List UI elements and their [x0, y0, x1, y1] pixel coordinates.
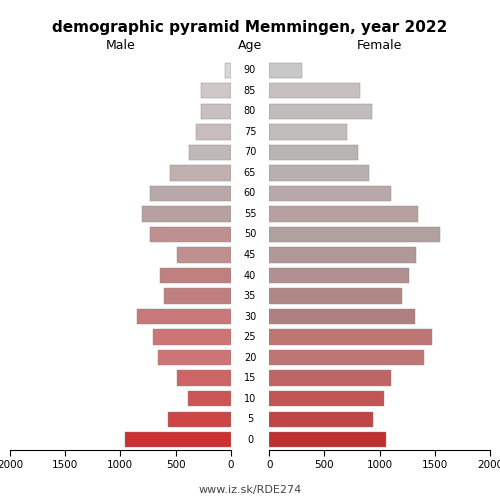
- Bar: [188, 391, 230, 406]
- Bar: [270, 309, 415, 324]
- Bar: [270, 124, 346, 140]
- Bar: [196, 124, 230, 140]
- Bar: [176, 370, 231, 386]
- Bar: [224, 62, 230, 78]
- Text: 75: 75: [244, 127, 256, 137]
- Bar: [154, 330, 230, 345]
- Bar: [125, 432, 230, 448]
- Bar: [158, 350, 230, 366]
- Text: Female: Female: [357, 39, 403, 52]
- Text: 5: 5: [247, 414, 253, 424]
- Bar: [270, 104, 372, 119]
- Bar: [270, 248, 416, 262]
- Text: 35: 35: [244, 291, 256, 301]
- Bar: [270, 144, 358, 160]
- Text: Male: Male: [106, 39, 135, 52]
- Text: 15: 15: [244, 373, 256, 383]
- Text: Age: Age: [238, 39, 262, 52]
- Bar: [270, 83, 360, 98]
- Bar: [270, 330, 432, 345]
- Bar: [150, 227, 230, 242]
- Text: 0: 0: [247, 434, 253, 444]
- Text: 60: 60: [244, 188, 256, 198]
- Text: 85: 85: [244, 86, 256, 96]
- Bar: [270, 227, 440, 242]
- Bar: [160, 268, 230, 283]
- Text: 55: 55: [244, 209, 256, 219]
- Text: www.iz.sk/RDE274: www.iz.sk/RDE274: [198, 485, 302, 495]
- Text: 45: 45: [244, 250, 256, 260]
- Text: 65: 65: [244, 168, 256, 178]
- Bar: [201, 104, 230, 119]
- Bar: [270, 268, 410, 283]
- Bar: [168, 412, 230, 427]
- Text: 70: 70: [244, 148, 256, 158]
- Bar: [270, 165, 368, 180]
- Text: 80: 80: [244, 106, 256, 117]
- Bar: [270, 412, 373, 427]
- Text: 20: 20: [244, 352, 256, 362]
- Bar: [150, 186, 230, 201]
- Bar: [270, 391, 384, 406]
- Text: 25: 25: [244, 332, 256, 342]
- Bar: [189, 144, 230, 160]
- Bar: [270, 206, 418, 222]
- Bar: [270, 288, 402, 304]
- Bar: [270, 350, 424, 366]
- Bar: [270, 62, 302, 78]
- Text: 90: 90: [244, 66, 256, 76]
- Bar: [142, 206, 231, 222]
- Bar: [270, 186, 390, 201]
- Bar: [176, 248, 231, 262]
- Text: 50: 50: [244, 230, 256, 239]
- Bar: [137, 309, 230, 324]
- Text: 40: 40: [244, 270, 256, 280]
- Bar: [201, 83, 230, 98]
- Text: 10: 10: [244, 394, 256, 404]
- Bar: [270, 370, 390, 386]
- Bar: [164, 288, 230, 304]
- Text: 30: 30: [244, 312, 256, 322]
- Bar: [270, 432, 386, 448]
- Text: demographic pyramid Memmingen, year 2022: demographic pyramid Memmingen, year 2022: [52, 20, 448, 35]
- Bar: [170, 165, 230, 180]
